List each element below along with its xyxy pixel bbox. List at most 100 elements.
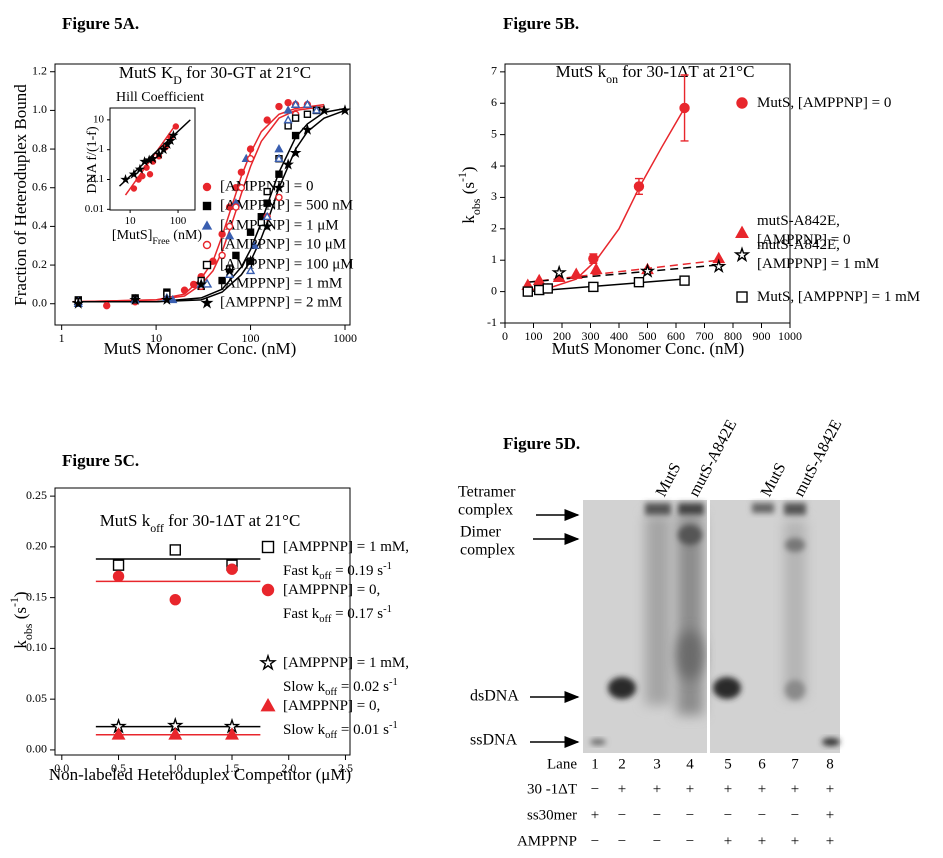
data-point (169, 593, 181, 606)
data-point (551, 264, 567, 280)
x-tick-label: 600 (667, 329, 685, 343)
data-point (129, 293, 141, 305)
y-tick-label: 0.8 (32, 141, 47, 155)
data-point (532, 273, 546, 286)
legend-label: [AMPPNP] = 1 mM (220, 275, 342, 291)
data-point (542, 283, 553, 294)
y-tick-label: 1.2 (32, 63, 47, 77)
text-part: -1 (7, 597, 21, 607)
y-tick-label: 2 (491, 221, 497, 235)
table-cell: 2 (618, 756, 626, 772)
data-point (679, 102, 690, 114)
data-point (275, 102, 283, 111)
y-tick-label: 0.10 (26, 640, 47, 654)
text-part: Slow k (283, 679, 326, 695)
table-cell: 6 (758, 756, 766, 772)
table-cell: − (686, 833, 694, 849)
text-part: MutS k (556, 62, 607, 81)
legend-entry: [AMPPNP] = 1 mM, Slow koff = 0.02 s-1 (283, 654, 443, 702)
chart-title: MutS KD for 30-GT at 21°C (119, 63, 311, 87)
chart-title: MutS kon for 30-1ΔT at 21°C (556, 62, 755, 86)
text-part: -1 (388, 677, 398, 688)
data-point (275, 170, 283, 178)
text-part: on (606, 72, 618, 86)
text-part: = 0.01 s (337, 722, 389, 738)
figure-label: Figure 5A. (62, 14, 139, 33)
row-label: ss30mer (527, 807, 577, 823)
data-point (588, 281, 599, 293)
y-tick-label: 0 (491, 283, 497, 297)
data-point (569, 267, 583, 279)
data-point (112, 559, 125, 571)
band-label: complex (458, 502, 513, 519)
data-point (189, 280, 198, 289)
text-part: Fast k (283, 563, 320, 579)
legend-note: Fast koff = 0.19 s-1 (283, 561, 392, 582)
x-tick-label: 10 (150, 331, 162, 345)
y-tick-label: 1 (99, 143, 105, 155)
text-part: (s (459, 182, 478, 199)
data-point (633, 276, 645, 288)
table-cell: + (618, 781, 626, 797)
data-point (226, 563, 238, 575)
data-point (301, 123, 314, 135)
data-point (311, 105, 322, 114)
data-point (246, 228, 255, 236)
text-part: = 0.17 s (331, 606, 384, 622)
table-cell: − (618, 807, 626, 823)
lane-header: mutS-A842E (686, 417, 741, 500)
legend-label: [AMPPNP] = 1 mM, (283, 539, 409, 555)
text-part: -1 (455, 172, 469, 182)
y-tick-label: 0.2 (32, 257, 47, 271)
data-point (284, 98, 292, 107)
data-point (261, 220, 274, 232)
legend-note: Fast koff = 0.17 s-1 (283, 604, 392, 625)
gel-well (784, 503, 806, 515)
figure-label: Figure 5C. (62, 451, 139, 470)
data-point (263, 116, 271, 124)
table-cell: 1 (591, 756, 599, 772)
data-point (223, 264, 236, 276)
table-cell: 7 (791, 756, 799, 772)
x-tick-label: 1000 (778, 329, 802, 343)
gel-band (608, 677, 636, 699)
data-point (522, 286, 533, 297)
legend-note: Slow koff = 0.01 s-1 (283, 720, 398, 741)
table-cell: + (758, 781, 766, 797)
gel-smear (645, 515, 671, 705)
gel-split (707, 500, 710, 753)
x-tick-label: 800 (724, 329, 742, 343)
legend-label: [AMPPNP] = 10 μM (220, 236, 346, 252)
fit-line (527, 107, 686, 291)
y-tick-label: 1 (491, 252, 497, 266)
chart-title: MutS koff for 30-1ΔT at 21°C (100, 511, 301, 535)
text-part: obs (21, 623, 35, 640)
band-label: dsDNA (470, 688, 519, 705)
table-cell: − (653, 807, 661, 823)
x-tick-label: 100 (170, 215, 187, 227)
x-axis-label: MutS Monomer Conc. (nM) (552, 339, 745, 358)
gel-band (785, 680, 805, 700)
legend-marker (202, 201, 212, 211)
y-tick-label: 5 (491, 126, 497, 140)
data-point (711, 258, 727, 274)
figure-label: Figure 5B. (503, 14, 579, 33)
gel-well (678, 503, 704, 515)
data-point (146, 171, 154, 178)
chart-title: Hill Coefficient (116, 90, 204, 105)
legend-note: Slow koff = 0.02 s-1 (283, 677, 398, 698)
table-cell: − (724, 807, 732, 823)
data-point (128, 168, 140, 179)
data-point (283, 105, 293, 114)
legend-marker (260, 697, 276, 712)
y-tick-label: 0.1 (90, 173, 104, 185)
data-point (218, 230, 226, 238)
legend-label: [AMPPNP] = 2 mM (220, 294, 342, 310)
x-tick-label: 200 (553, 329, 571, 343)
data-point (147, 153, 159, 164)
row-label: Lane (547, 756, 577, 772)
data-point (249, 240, 260, 249)
x-tick-label: 1.0 (168, 761, 183, 775)
table-cell: + (653, 781, 661, 797)
